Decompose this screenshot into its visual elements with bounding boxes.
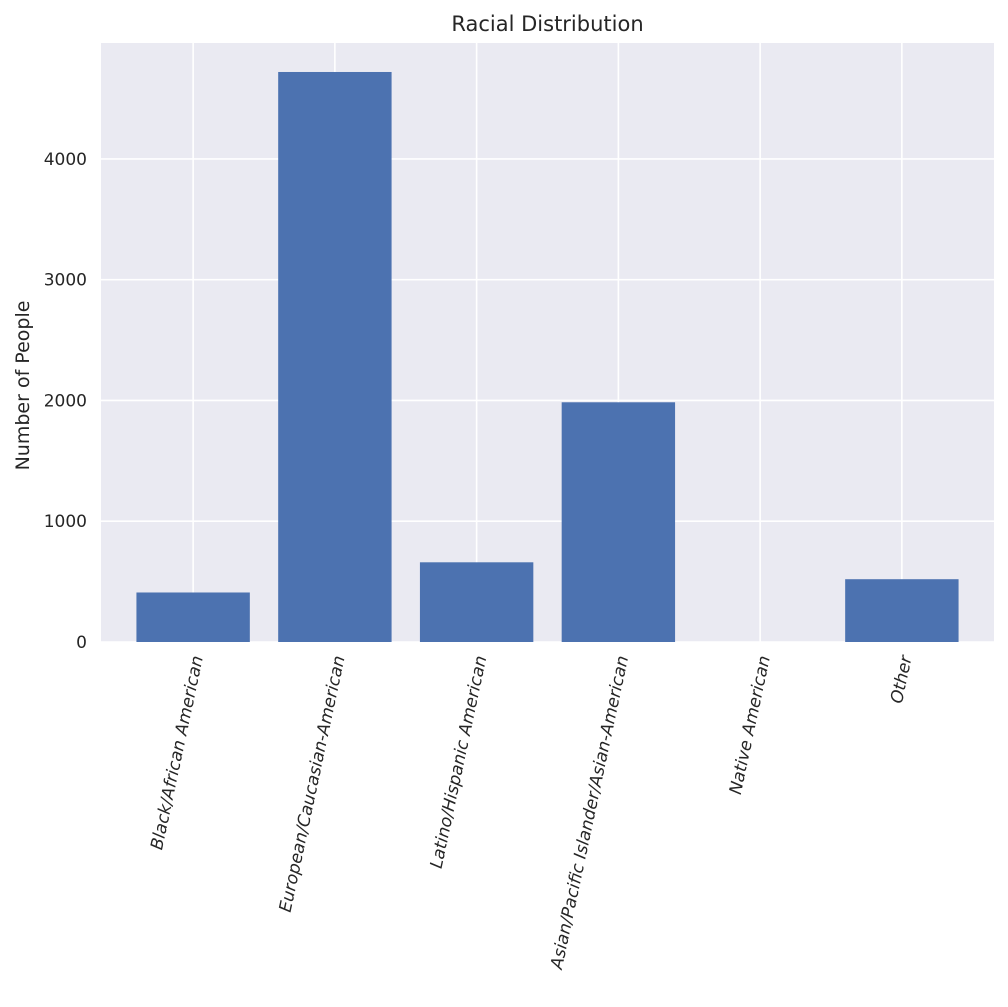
bars [136, 71, 959, 642]
plot-area [101, 43, 994, 642]
y-tick-label: 1000 [44, 512, 87, 532]
grid-lines [101, 43, 994, 643]
x-tick-label: Black/African American [147, 654, 208, 852]
chart-title: Racial Distribution [451, 12, 643, 36]
x-tick-label: Other [887, 653, 917, 705]
bar [419, 562, 534, 642]
x-tick-label: Asian/Pacific Islander/Asian-American [547, 654, 633, 972]
bar [278, 71, 392, 642]
x-axis-ticks: Black/African American European/Caucasian… [147, 653, 917, 972]
x-tick-label: European/Caucasian-American [276, 654, 350, 914]
x-tick-label: Latino/Hispanic American [427, 654, 492, 870]
y-tick-label: 4000 [44, 150, 87, 170]
bar [845, 579, 959, 642]
x-tick-label: Native American [726, 654, 775, 796]
y-tick-label: 3000 [44, 271, 87, 291]
y-tick-label: 0 [76, 633, 87, 653]
bar [561, 402, 676, 642]
y-tick-label: 2000 [44, 391, 87, 411]
y-axis-ticks: 0 1000 2000 3000 4000 [44, 150, 87, 653]
bar [136, 592, 250, 642]
y-axis-title: Number of People [12, 301, 34, 471]
